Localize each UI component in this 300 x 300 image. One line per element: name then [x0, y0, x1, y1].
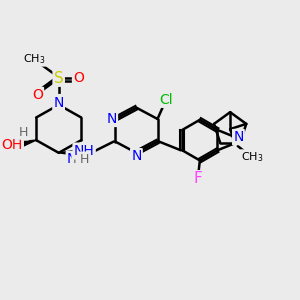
Polygon shape: [20, 140, 36, 147]
Text: N: N: [106, 112, 117, 126]
Text: OH: OH: [2, 138, 23, 152]
Text: H: H: [72, 152, 82, 166]
Text: N: N: [53, 96, 64, 110]
Text: CH$_3$: CH$_3$: [23, 52, 46, 66]
Text: N: N: [131, 149, 142, 163]
Text: Cl: Cl: [159, 93, 173, 107]
Text: O: O: [73, 71, 84, 85]
Polygon shape: [59, 150, 77, 155]
Text: NH: NH: [74, 144, 94, 158]
Text: S: S: [54, 70, 64, 86]
Text: O: O: [32, 88, 43, 102]
Text: H: H: [19, 126, 28, 139]
Text: CH$_3$: CH$_3$: [241, 150, 263, 164]
Text: CH$_3$: CH$_3$: [241, 150, 263, 164]
Text: H: H: [19, 127, 28, 140]
Text: F: F: [193, 171, 202, 186]
Text: Cl: Cl: [159, 93, 173, 107]
Text: O: O: [32, 88, 43, 102]
Text: N: N: [233, 130, 244, 144]
Text: OH: OH: [2, 138, 23, 152]
Text: S: S: [54, 70, 64, 86]
Text: H: H: [80, 152, 89, 166]
Text: N: N: [53, 95, 64, 109]
Text: F: F: [193, 171, 202, 186]
Text: NH: NH: [74, 144, 94, 158]
Text: H: H: [80, 152, 89, 166]
Text: N: N: [131, 149, 142, 163]
Text: N: N: [233, 130, 244, 144]
Text: N: N: [106, 112, 117, 126]
Text: NH: NH: [67, 152, 87, 166]
Text: O: O: [73, 71, 84, 85]
